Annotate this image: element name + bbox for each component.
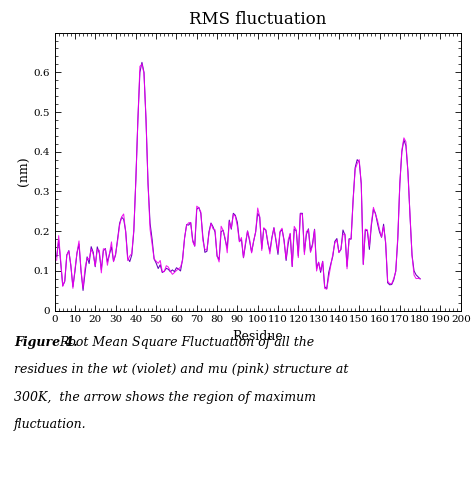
Text: residues in the wt (violet) and mu (pink) structure at: residues in the wt (violet) and mu (pink… — [14, 363, 349, 376]
Text: 300K,  the arrow shows the region of maximum: 300K, the arrow shows the region of maxi… — [14, 391, 316, 404]
X-axis label: Residue: Residue — [232, 330, 283, 343]
Title: RMS fluctuation: RMS fluctuation — [189, 11, 326, 28]
Text: Root Mean Square Fluctuation of all the: Root Mean Square Fluctuation of all the — [59, 336, 314, 349]
Y-axis label: (nm): (nm) — [18, 157, 30, 186]
Text: Figure 4.: Figure 4. — [14, 336, 78, 349]
Text: fluctuation.: fluctuation. — [14, 418, 87, 431]
